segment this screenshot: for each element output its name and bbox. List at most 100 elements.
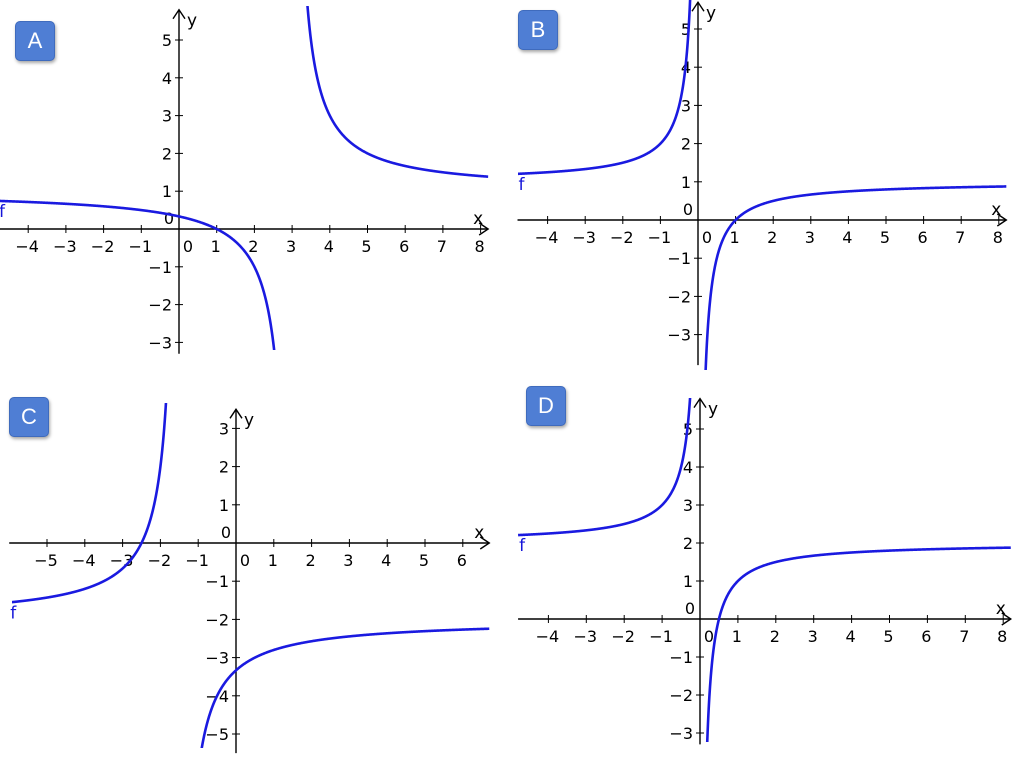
x-tick-label: −1 (648, 228, 672, 247)
y-axis-title: y (708, 400, 718, 420)
x-tick-label: 4 (846, 627, 856, 646)
x-axis-title: x (473, 209, 483, 229)
x-tick-label: 8 (997, 627, 1007, 646)
x-tick-label: −1 (129, 237, 153, 256)
x-tick-label: 8 (993, 228, 1003, 247)
x-tick-label: −3 (53, 237, 77, 256)
x-tick-label: 1 (268, 551, 278, 570)
x-tick-label: 2 (770, 627, 780, 646)
x-tick-label: 3 (343, 551, 353, 570)
y-tick-label: 1 (683, 572, 693, 591)
y-tick-label: −3 (205, 649, 229, 668)
x-tick-label: 3 (808, 627, 818, 646)
badge-b: B (518, 10, 558, 50)
y-tick-label: 3 (681, 96, 691, 115)
y-axis-arrow (693, 397, 707, 408)
x-tick-label: −2 (91, 237, 115, 256)
y-tick-label: −1 (205, 572, 229, 591)
x-tick-label: 6 (921, 627, 931, 646)
curve-branch-right (306, 6, 489, 178)
y-tick-label: 3 (162, 107, 172, 126)
x-tick-label: 2 (248, 237, 258, 256)
x-tick-label: 7 (437, 237, 447, 256)
x-tick-label: −4 (536, 627, 560, 646)
x-tick-label: 2 (306, 551, 316, 570)
origin-label: 0 (685, 599, 695, 618)
x-tick-label: −1 (185, 551, 209, 570)
x-tick-label: −5 (34, 551, 58, 570)
y-tick-label: 2 (219, 458, 229, 477)
x-tick-label: 5 (883, 627, 893, 646)
y-tick-label: 4 (162, 69, 172, 88)
y-tick-label: 1 (162, 182, 172, 201)
y-tick-label: 1 (219, 496, 229, 515)
curve-branch-left (518, 398, 692, 537)
curve-branch-right (704, 185, 1007, 370)
x-tick-label: 0 (183, 237, 193, 256)
y-tick-label: 4 (683, 458, 693, 477)
x-tick-label: −2 (148, 551, 172, 570)
x-tick-label: 1 (732, 627, 742, 646)
x-axis-arrow (1001, 612, 1013, 626)
y-tick-label: 2 (681, 135, 691, 154)
y-tick-label: −3 (148, 333, 172, 352)
curve-branch-left (0, 199, 276, 350)
origin-label: 0 (164, 209, 174, 228)
curve-branch-left (12, 403, 168, 604)
y-tick-label: 2 (683, 534, 693, 553)
y-axis-title: y (244, 410, 254, 430)
x-tick-label: 6 (457, 551, 467, 570)
y-axis-title: y (187, 11, 197, 31)
x-tick-label: 4 (381, 551, 391, 570)
y-tick-label: 1 (681, 173, 691, 192)
badge-a: A (15, 21, 55, 61)
x-tick-label: −4 (535, 228, 559, 247)
x-tick-label: −2 (610, 228, 634, 247)
x-tick-label: 5 (419, 551, 429, 570)
y-axis-arrow (229, 408, 243, 419)
x-tick-label: −1 (649, 627, 673, 646)
function-label: f (519, 175, 526, 195)
y-axis-arrow (172, 8, 186, 20)
y-tick-label: 3 (219, 419, 229, 438)
curve-branch-right (705, 546, 1011, 742)
y-tick-label: −2 (148, 296, 172, 315)
y-tick-label: 2 (162, 144, 172, 163)
y-tick-label: −3 (669, 724, 693, 743)
x-axis-title: x (991, 200, 1001, 220)
badge-d: D (526, 386, 566, 426)
function-label: f (0, 202, 6, 222)
y-tick-label: 5 (162, 31, 172, 50)
y-tick-label: −5 (205, 725, 229, 744)
x-tick-label: 5 (361, 237, 371, 256)
y-tick-label: −2 (667, 287, 691, 306)
x-tick-label: 0 (240, 551, 250, 570)
x-tick-label: −4 (72, 551, 96, 570)
origin-label: 0 (683, 200, 693, 219)
x-axis-arrow (479, 536, 491, 550)
x-tick-label: 6 (399, 237, 409, 256)
x-tick-label: 2 (767, 228, 777, 247)
y-tick-label: −3 (667, 326, 691, 345)
origin-label: 0 (221, 523, 231, 542)
badge-c: C (9, 397, 49, 437)
x-tick-label: 5 (880, 228, 890, 247)
x-tick-label: −3 (574, 627, 598, 646)
x-tick-label: 4 (324, 237, 334, 256)
x-tick-label: 3 (805, 228, 815, 247)
x-axis-arrow (478, 222, 490, 236)
x-tick-label: −2 (611, 627, 635, 646)
y-tick-label: 3 (683, 496, 693, 515)
x-tick-label: 1 (730, 228, 740, 247)
function-label: f (519, 536, 526, 556)
y-tick-label: 5 (681, 20, 691, 39)
x-tick-label: 7 (959, 627, 969, 646)
y-axis-arrow (691, 0, 705, 12)
y-tick-label: −2 (205, 610, 229, 629)
